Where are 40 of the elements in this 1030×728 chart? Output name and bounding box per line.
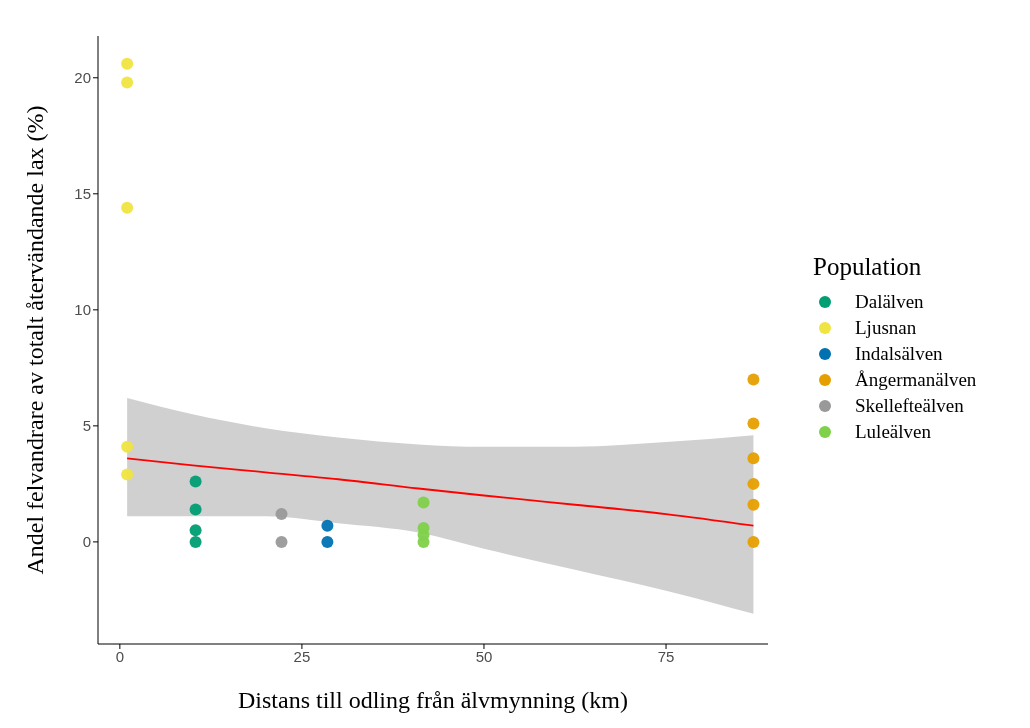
y-tick-label: 5 — [82, 417, 91, 435]
legend-label: Dalälven — [855, 291, 924, 313]
x-tick-label: 50 — [475, 647, 493, 665]
point — [275, 535, 288, 548]
point — [747, 417, 760, 430]
point — [189, 503, 202, 516]
point — [417, 496, 430, 509]
point — [321, 535, 334, 548]
y-tick-label: 15 — [74, 185, 91, 203]
x-tick-label: 75 — [657, 647, 675, 665]
point — [321, 519, 334, 532]
point — [121, 76, 134, 89]
y-tick-label: 10 — [74, 301, 91, 319]
point — [121, 201, 134, 214]
legend-label: Indalsälven — [855, 343, 943, 365]
point — [189, 524, 202, 537]
y-tick-label: 20 — [74, 69, 91, 87]
y-axis-title: Andel felvandrare av totalt återvändande lax (%) — [21, 105, 48, 575]
legend-label: Skellefteälven — [855, 395, 964, 417]
x-tick-label: 0 — [115, 647, 125, 665]
y-tick-label: 0 — [82, 533, 91, 551]
legend-label: Luleälven — [855, 421, 931, 443]
point — [189, 535, 202, 548]
legend-label: Ångermanälven — [855, 369, 977, 391]
point — [747, 452, 760, 465]
legend-title: Population — [813, 253, 923, 281]
point — [121, 468, 134, 481]
point — [747, 535, 760, 548]
point — [747, 477, 760, 490]
point — [121, 440, 134, 453]
legend-label: Ljusnan — [855, 317, 917, 339]
point — [189, 475, 202, 488]
x-axis-title: Distans till odling från älvmynning (km) — [238, 687, 628, 713]
point — [747, 373, 760, 386]
line-series — [126, 457, 755, 527]
point — [417, 535, 430, 548]
x-tick-label: 25 — [293, 647, 311, 665]
point — [747, 498, 760, 511]
point — [275, 508, 288, 521]
point — [121, 57, 134, 70]
